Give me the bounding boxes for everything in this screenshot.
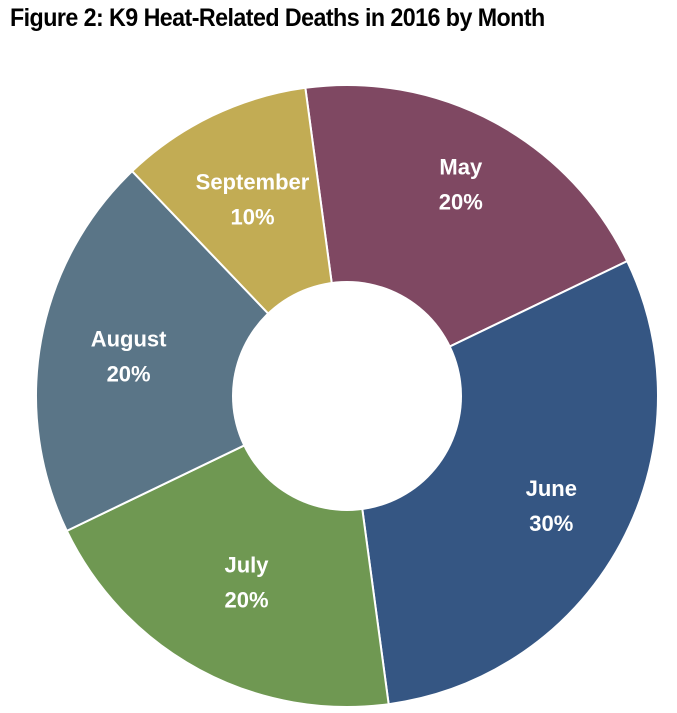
slice-value-august: 20% (107, 361, 151, 386)
slice-value-july: 20% (224, 588, 268, 613)
slice-label-august: August (91, 326, 167, 351)
slice-value-june: 30% (529, 511, 573, 536)
chart-title: Figure 2: K9 Heat-Related Deaths in 2016… (10, 4, 545, 32)
slice-label-may: May (439, 155, 483, 180)
slice-label-september: September (196, 170, 310, 195)
slice-august (35, 169, 349, 533)
slice-value-september: 10% (230, 205, 274, 230)
slice-value-may: 20% (439, 190, 483, 215)
donut-hole (232, 281, 462, 511)
slice-label-june: June (526, 476, 577, 501)
slice-label-july: July (224, 553, 269, 578)
slice-labels: May 20% June 30% July 20% August 20% September 10… (91, 155, 577, 613)
